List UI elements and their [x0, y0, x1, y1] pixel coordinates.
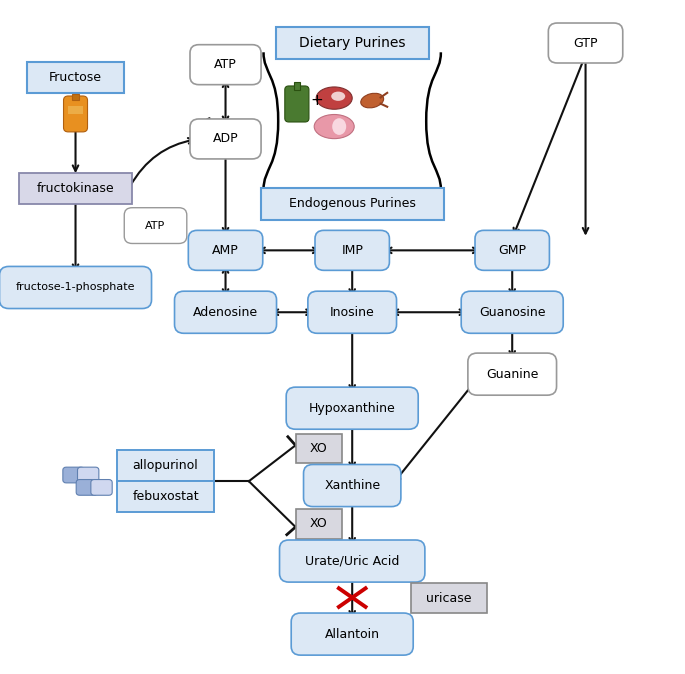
Text: AMP: AMP [212, 244, 239, 257]
Text: GMP: GMP [498, 244, 526, 257]
Text: fructose-1-phosphate: fructose-1-phosphate [16, 282, 135, 293]
FancyBboxPatch shape [0, 266, 151, 309]
Ellipse shape [316, 87, 352, 109]
FancyBboxPatch shape [295, 509, 342, 539]
FancyBboxPatch shape [475, 231, 549, 270]
Text: Endogenous Purines: Endogenous Purines [289, 197, 416, 210]
Text: Guanosine: Guanosine [479, 306, 545, 319]
FancyBboxPatch shape [549, 23, 623, 63]
FancyBboxPatch shape [77, 467, 99, 483]
Text: IMP: IMP [341, 244, 363, 257]
Text: XO: XO [310, 442, 327, 455]
Ellipse shape [361, 93, 384, 108]
FancyBboxPatch shape [315, 231, 389, 270]
Text: Guanine: Guanine [486, 367, 538, 381]
Text: Urate/Uric Acid: Urate/Uric Acid [305, 555, 399, 568]
FancyBboxPatch shape [410, 583, 487, 613]
FancyBboxPatch shape [117, 450, 214, 481]
FancyBboxPatch shape [117, 481, 214, 512]
Text: +: + [310, 93, 323, 108]
FancyBboxPatch shape [295, 433, 342, 463]
Text: Xanthine: Xanthine [324, 479, 380, 492]
FancyBboxPatch shape [68, 106, 83, 114]
Text: febuxostat: febuxostat [132, 490, 199, 503]
FancyBboxPatch shape [286, 387, 419, 429]
FancyBboxPatch shape [190, 119, 261, 159]
Text: XO: XO [310, 518, 327, 530]
FancyBboxPatch shape [303, 464, 401, 507]
FancyBboxPatch shape [63, 467, 84, 483]
Text: uricase: uricase [426, 592, 472, 605]
FancyBboxPatch shape [260, 188, 444, 220]
Text: Hypoxanthine: Hypoxanthine [309, 402, 395, 415]
Ellipse shape [314, 115, 354, 139]
FancyBboxPatch shape [76, 479, 97, 495]
FancyBboxPatch shape [188, 231, 263, 270]
FancyBboxPatch shape [308, 291, 397, 333]
FancyBboxPatch shape [73, 94, 79, 100]
Text: Inosine: Inosine [330, 306, 375, 319]
Text: fructokinase: fructokinase [37, 182, 114, 195]
FancyBboxPatch shape [285, 86, 309, 122]
FancyBboxPatch shape [275, 27, 429, 59]
Text: Adenosine: Adenosine [193, 306, 258, 319]
Ellipse shape [332, 118, 346, 135]
FancyBboxPatch shape [124, 208, 187, 243]
Text: allopurinol: allopurinol [133, 459, 199, 472]
Text: GTP: GTP [573, 36, 598, 49]
FancyBboxPatch shape [468, 353, 556, 395]
FancyBboxPatch shape [175, 291, 277, 333]
FancyBboxPatch shape [294, 82, 300, 90]
Text: Dietary Purines: Dietary Purines [299, 36, 406, 50]
Text: ATP: ATP [214, 58, 237, 71]
FancyBboxPatch shape [27, 61, 124, 92]
Text: ADP: ADP [213, 133, 238, 146]
Text: Allantoin: Allantoin [325, 627, 379, 640]
FancyBboxPatch shape [64, 96, 88, 132]
Text: Fructose: Fructose [49, 71, 102, 84]
FancyBboxPatch shape [461, 291, 563, 333]
FancyBboxPatch shape [91, 479, 112, 495]
FancyBboxPatch shape [190, 44, 261, 85]
Ellipse shape [332, 92, 345, 101]
FancyBboxPatch shape [19, 173, 132, 204]
Text: ATP: ATP [145, 220, 166, 231]
FancyBboxPatch shape [291, 613, 413, 655]
FancyBboxPatch shape [279, 540, 425, 582]
